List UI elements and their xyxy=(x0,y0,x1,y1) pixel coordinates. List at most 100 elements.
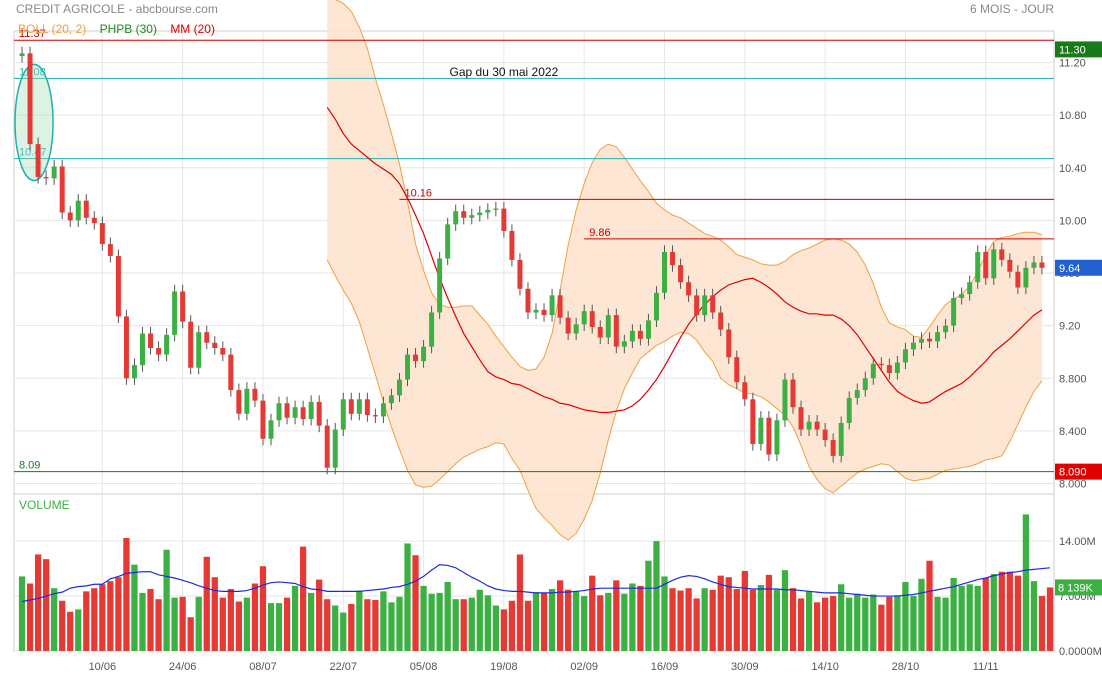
candle-body xyxy=(276,403,282,421)
volume-bar xyxy=(741,570,748,651)
candle-body xyxy=(461,211,467,218)
volume-bar xyxy=(966,584,973,651)
volume-bar xyxy=(195,596,202,651)
volume-bar xyxy=(123,537,130,651)
volume-bar xyxy=(918,578,925,651)
volume-y-tick-label: 14.00M xyxy=(1059,536,1096,548)
volume-bar xyxy=(75,609,82,651)
hline-label: 10.16 xyxy=(404,187,432,199)
volume-bar xyxy=(838,584,845,651)
candle-body xyxy=(356,399,362,414)
volume-bar xyxy=(372,599,379,651)
candle-body xyxy=(1023,267,1029,288)
candle-body xyxy=(421,346,427,362)
volume-ma-line xyxy=(21,564,1051,603)
volume-tag xyxy=(1055,579,1102,596)
volume-bar xyxy=(805,591,813,651)
volume-bar xyxy=(251,583,259,651)
volume-bar xyxy=(18,576,26,651)
candle-body xyxy=(115,255,121,317)
volume-bar xyxy=(187,617,194,651)
candle-body xyxy=(91,217,97,224)
candle-body xyxy=(549,295,555,316)
candle-body xyxy=(662,251,667,293)
candle-body xyxy=(718,312,724,330)
volume-bar xyxy=(508,600,516,651)
candle-body xyxy=(300,407,306,420)
candle-body xyxy=(653,292,659,321)
volume-bar xyxy=(789,588,797,651)
candle-body xyxy=(188,321,194,368)
candle-body xyxy=(413,354,419,362)
volume-bars xyxy=(18,514,1054,651)
candle-body xyxy=(710,295,716,313)
volume-bar xyxy=(147,588,154,651)
candle-body xyxy=(814,421,820,430)
volume-bar xyxy=(894,595,901,651)
x-tick-label: 11/11 xyxy=(973,661,999,673)
candle-body xyxy=(750,399,756,445)
volume-bar xyxy=(211,577,218,651)
volume-bar xyxy=(332,605,339,651)
candle-body xyxy=(445,224,451,259)
candle-body xyxy=(196,332,202,368)
volume-bar xyxy=(1006,571,1013,651)
candle-body xyxy=(485,209,491,213)
candle-body xyxy=(67,212,73,221)
candle-body xyxy=(332,429,338,468)
volume-bar xyxy=(564,589,572,651)
volume-bar xyxy=(621,593,628,651)
candle-body xyxy=(686,282,692,296)
candle-body xyxy=(613,315,619,347)
x-tick-label: 22/07 xyxy=(330,661,358,673)
candle-body xyxy=(597,326,603,338)
y-tick-label: 11.20 xyxy=(1059,58,1086,70)
x-tick-label: 24/06 xyxy=(169,661,197,673)
candle-body xyxy=(131,365,137,379)
candle-body xyxy=(822,429,828,441)
volume-bar xyxy=(155,599,162,651)
candle-body xyxy=(935,332,941,342)
candle-body xyxy=(509,230,515,260)
candle-body xyxy=(541,309,547,316)
candle-body xyxy=(645,320,651,339)
volume-bar xyxy=(693,598,700,651)
volume-bar xyxy=(396,596,403,651)
candle-body xyxy=(565,317,571,334)
candle-body xyxy=(284,403,290,418)
candle-body xyxy=(991,249,997,279)
volume-bar xyxy=(765,574,773,651)
candle-body xyxy=(83,200,89,218)
candle-body xyxy=(228,354,234,391)
candle-body xyxy=(260,400,266,439)
volume-title: VOLUME xyxy=(19,498,70,512)
candle-body xyxy=(919,338,924,343)
candle-body xyxy=(268,420,274,439)
volume-bar xyxy=(275,603,283,651)
candle-body xyxy=(99,223,105,245)
gap-highlight-ellipse xyxy=(14,63,54,182)
volume-bar xyxy=(308,592,315,651)
volume-bar xyxy=(548,588,556,651)
volume-bar xyxy=(773,589,781,651)
volume-bar xyxy=(862,597,869,651)
candle-body xyxy=(629,330,635,342)
volume-bar xyxy=(821,597,829,651)
candle-body xyxy=(493,208,499,210)
volume-bar xyxy=(757,585,765,651)
candle-body xyxy=(782,379,788,421)
volume-bar xyxy=(942,597,949,651)
candle-body xyxy=(838,422,844,456)
candle-body xyxy=(766,417,772,455)
candle-body xyxy=(324,425,330,468)
volume-bar xyxy=(476,589,483,651)
candle-body xyxy=(678,265,684,283)
volume-bar xyxy=(886,596,893,651)
candle-body xyxy=(846,397,852,423)
volume-bar xyxy=(717,575,724,651)
legend-mm: MM (20) xyxy=(170,22,215,36)
volume-bar xyxy=(51,588,58,651)
volume-bar xyxy=(243,597,251,651)
candle-body xyxy=(140,333,145,366)
